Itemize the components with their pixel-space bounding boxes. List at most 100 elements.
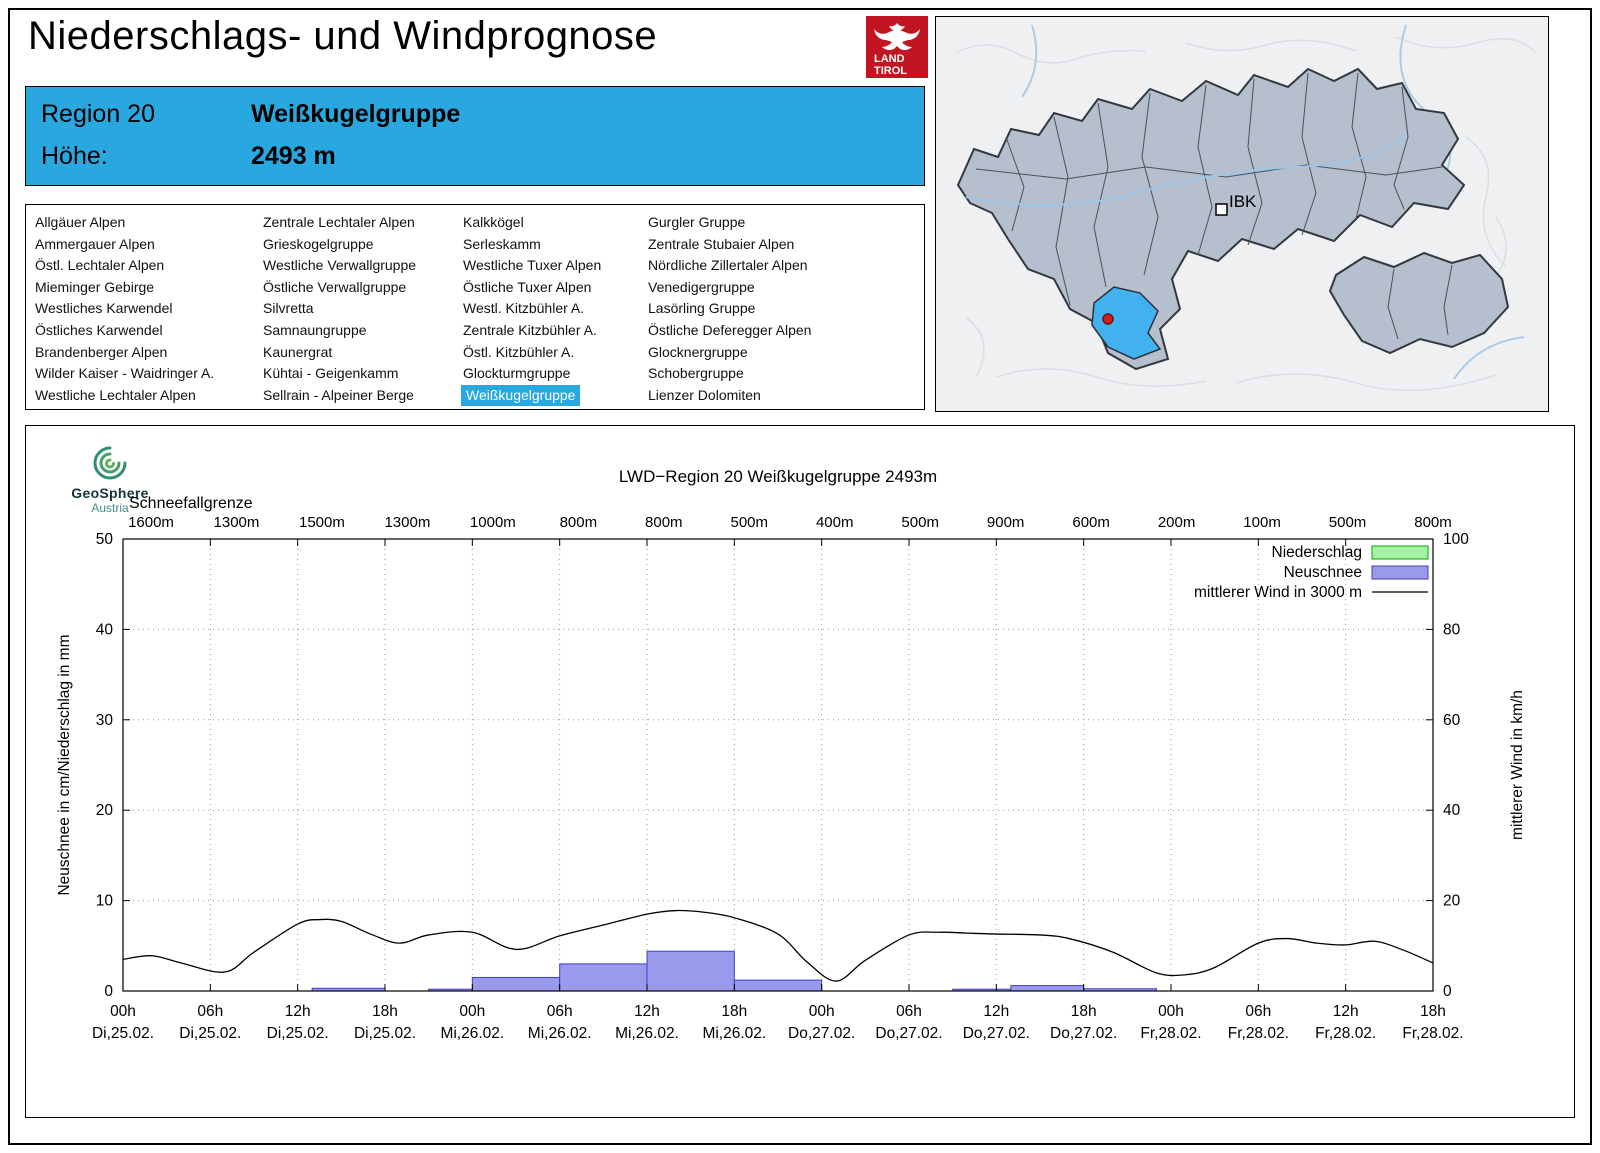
svg-text:12h: 12h xyxy=(634,1003,660,1020)
region-list-item[interactable]: Östliche Verwallgruppe xyxy=(263,278,407,295)
region-list-item[interactable]: Westl. Kitzbühler A. xyxy=(463,300,585,317)
svg-text:Di,25.02.: Di,25.02. xyxy=(267,1025,329,1042)
region-list-item[interactable]: Grieskogelgruppe xyxy=(263,235,374,252)
region-list-item-selected[interactable]: Weißkugelgruppe xyxy=(461,384,581,407)
region-list-item[interactable]: Zentrale Lechtaler Alpen xyxy=(263,214,415,230)
region-list-item[interactable]: Venedigergruppe xyxy=(648,278,755,295)
region-list-item[interactable]: Ammergauer Alpen xyxy=(35,235,155,252)
svg-text:00h: 00h xyxy=(459,1003,485,1020)
region-list-item[interactable]: Sellrain - Alpeiner Berge xyxy=(263,386,414,403)
svg-text:00h: 00h xyxy=(809,1003,835,1020)
region-list-item[interactable]: Kühtai - Geigenkamm xyxy=(263,365,399,382)
svg-text:Di,25.02.: Di,25.02. xyxy=(92,1025,154,1042)
svg-text:12h: 12h xyxy=(285,1003,311,1020)
svg-text:80: 80 xyxy=(1443,621,1461,638)
region-list-item[interactable]: Westliches Karwendel xyxy=(35,300,173,317)
map-relief xyxy=(955,36,1537,392)
svg-text:18h: 18h xyxy=(1071,1003,1097,1020)
region-list-item[interactable]: Glockturmgruppe xyxy=(463,365,571,382)
svg-text:100: 100 xyxy=(1443,531,1469,548)
region-list-box: Allgäuer Alpen Ammergauer Alpen Östl. Lech… xyxy=(25,204,925,410)
region-list-item[interactable]: Zentrale Stubaier Alpen xyxy=(648,235,795,252)
region-info-row-2: Höhe: 2493 m xyxy=(41,142,336,171)
svg-text:Mi,26.02.: Mi,26.02. xyxy=(702,1025,766,1042)
chart-grid xyxy=(123,539,1433,991)
map-region-selected[interactable] xyxy=(1091,286,1162,360)
region-list-item[interactable]: Schobergruppe xyxy=(648,365,744,382)
region-list-item[interactable]: Brandenberger Alpen xyxy=(35,343,168,360)
svg-text:Schneefallgrenze: Schneefallgrenze xyxy=(129,495,253,512)
region-list-item[interactable]: Kalkkögel xyxy=(463,214,524,230)
page-title: Niederschlags- und Windprognose xyxy=(28,14,658,58)
region-list-item[interactable]: Silvretta xyxy=(263,300,314,317)
svg-text:1300m: 1300m xyxy=(214,514,260,531)
svg-text:06h: 06h xyxy=(547,1003,573,1020)
geosphere-logo: GeoSphere Austria xyxy=(54,446,166,515)
svg-text:500m: 500m xyxy=(901,514,939,531)
region-list-item[interactable]: Östliches Karwendel xyxy=(35,321,163,338)
svg-text:Di,25.02.: Di,25.02. xyxy=(179,1025,241,1042)
svg-text:Do,27.02.: Do,27.02. xyxy=(1050,1025,1117,1042)
map-region-north-tirol[interactable] xyxy=(956,67,1466,371)
svg-text:Fr,28.02.: Fr,28.02. xyxy=(1228,1025,1289,1042)
tirol-map[interactable]: IBK xyxy=(935,16,1549,412)
chart-title: LWD−Region 20 Weißkugelgruppe 2493m xyxy=(619,467,937,486)
svg-text:Fr,28.02.: Fr,28.02. xyxy=(1315,1025,1376,1042)
svg-text:Di,25.02.: Di,25.02. xyxy=(354,1025,416,1042)
region-list-item[interactable]: Östliche Tuxer Alpen xyxy=(463,278,592,295)
chart-legend: Niederschlag Neuschnee mittlerer Wind in 3… xyxy=(1194,544,1429,601)
svg-text:00h: 00h xyxy=(1158,1003,1184,1020)
region-list-item[interactable]: Zentrale Kitzbühler A. xyxy=(463,321,597,338)
region-list-item[interactable]: Lasörling Gruppe xyxy=(648,300,756,317)
svg-text:Neuschnee in cm/Niederschlag i: Neuschnee in cm/Niederschlag in mm xyxy=(56,634,73,895)
svg-text:Fr,28.02.: Fr,28.02. xyxy=(1402,1025,1463,1042)
land-tirol-logo: LAND TIROL xyxy=(866,16,928,78)
svg-text:18h: 18h xyxy=(721,1003,747,1020)
region-list-item[interactable]: Östl. Kitzbühler A. xyxy=(463,343,575,360)
svg-text:600m: 600m xyxy=(1072,514,1110,531)
svg-text:18h: 18h xyxy=(372,1003,398,1020)
chart-axes: 00h Di,25.02. 06h Di,25.02. 12h Di,25.02. 18h D… xyxy=(92,531,1469,1042)
region-list-item[interactable]: Westliche Tuxer Alpen xyxy=(463,257,602,274)
region-list-item[interactable]: Samnaungruppe xyxy=(263,321,367,338)
region-list-item[interactable]: Mieminger Gebirge xyxy=(35,278,155,295)
svg-text:1500m: 1500m xyxy=(299,514,345,531)
region-list-item[interactable]: Westliche Lechtaler Alpen xyxy=(35,386,196,403)
svg-text:20: 20 xyxy=(1443,893,1461,910)
region-list-item[interactable]: Allgäuer Alpen xyxy=(35,214,126,230)
svg-text:Mi,26.02.: Mi,26.02. xyxy=(615,1025,679,1042)
svg-text:200m: 200m xyxy=(1158,514,1196,531)
svg-text:400m: 400m xyxy=(816,514,854,531)
region-list-item[interactable]: Kaunergrat xyxy=(263,343,333,360)
map-region-east-tirol[interactable] xyxy=(1328,251,1510,355)
region-list-item[interactable]: Westliche Verwallgruppe xyxy=(263,257,417,274)
axis-titles: Neuschnee in cm/Niederschlag in mm mittle… xyxy=(56,634,1526,895)
region-list-item[interactable]: Östliche Deferegger Alpen xyxy=(648,321,812,338)
svg-text:20: 20 xyxy=(96,802,114,819)
region-info-box: Region 20 Weißkugelgruppe Höhe: 2493 m xyxy=(25,86,925,186)
svg-text:1600m: 1600m xyxy=(128,514,174,531)
region-list-item[interactable]: Serleskamm xyxy=(463,235,541,252)
svg-text:40: 40 xyxy=(1443,802,1461,819)
region-list-item[interactable]: Glocknergruppe xyxy=(648,343,748,360)
region-number-label: Region 20 xyxy=(41,100,155,128)
region-name: Weißkugelgruppe xyxy=(251,100,461,128)
logo-text-tirol: TIROL xyxy=(874,65,907,77)
svg-text:Do,27.02.: Do,27.02. xyxy=(963,1025,1030,1042)
region-list-item[interactable]: Östl. Lechtaler Alpen xyxy=(35,257,165,274)
geosphere-country: Austria xyxy=(91,501,129,515)
svg-text:Mi,26.02.: Mi,26.02. xyxy=(528,1025,592,1042)
map-station-dot xyxy=(1102,313,1114,325)
svg-text:40: 40 xyxy=(96,621,114,638)
svg-text:30: 30 xyxy=(96,712,114,729)
svg-text:LWD−Region 20 Weißkugelgruppe: LWD−Region 20 Weißkugelgruppe 2493m xyxy=(619,467,937,486)
region-list-item[interactable]: Wilder Kaiser - Waidringer A. xyxy=(35,365,215,382)
svg-text:0: 0 xyxy=(1443,983,1452,1000)
region-list-item[interactable]: Gurgler Gruppe xyxy=(648,214,746,230)
region-list-column-3: Kalkkögel Serleskamm Westliche Tuxer Alpen… xyxy=(461,212,648,407)
region-list-column-2: Zentrale Lechtaler Alpen Grieskogelgruppe… xyxy=(263,212,463,406)
region-list-item[interactable]: Lienzer Dolomiten xyxy=(648,386,761,403)
geosphere-swirl-icon xyxy=(93,446,127,480)
region-list-item[interactable]: Nördliche Zillertaler Alpen xyxy=(648,257,808,274)
chart-panel: GeoSphere Austria 00h Di,25.02. 06h Di,25.0… xyxy=(25,425,1575,1118)
